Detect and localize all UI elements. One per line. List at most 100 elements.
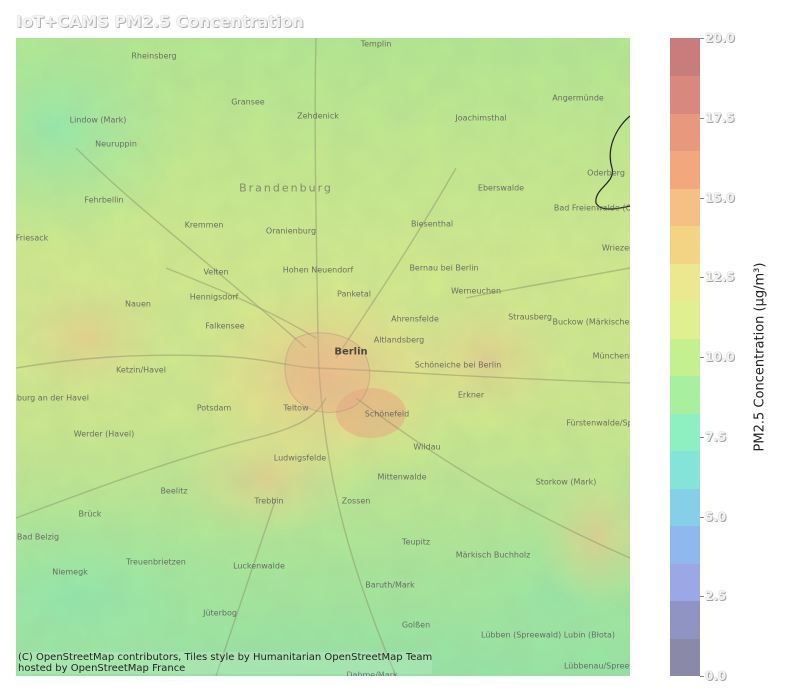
- colorbar-segment: [670, 375, 700, 414]
- colorbar-tick-mark: [700, 516, 704, 518]
- colorbar-tick-label: 2.5: [705, 589, 727, 604]
- colorbar-tick-label: 5.0: [705, 509, 727, 524]
- colorbar-segment: [670, 413, 700, 452]
- place-label: Brandenburg an der Havel: [16, 393, 89, 403]
- colorbar-segment: [670, 113, 700, 152]
- colorbar-segment: [670, 263, 700, 302]
- place-label: Dahme/Mark: [346, 670, 398, 677]
- colorbar-segment: [670, 188, 700, 227]
- place-label: Velten: [203, 267, 229, 277]
- place-label: Hohen Neuendorf: [282, 265, 354, 275]
- place-label: Eberswalde: [477, 183, 525, 193]
- place-label: Bernau bei Berlin: [409, 263, 479, 273]
- colorbar-segment: [670, 38, 700, 77]
- place-label: Golßen: [401, 620, 431, 630]
- colorbar-tick-mark: [700, 357, 704, 358]
- map-title: IoT+CAMS PM2.5 Concentration: [16, 12, 304, 31]
- place-label: Wriezen: [601, 243, 630, 253]
- place-label: Biesenthal: [410, 219, 454, 229]
- place-label: Beelitz: [160, 486, 188, 496]
- place-label: Werder (Havel): [73, 429, 135, 439]
- colorbar-label: PM2.5 Concentration (µg/m³): [752, 262, 768, 452]
- colorbar-tick-mark: [700, 676, 704, 677]
- place-label: Falkensee: [205, 321, 245, 331]
- attribution-line: (C) OpenStreetMap contributors, Tiles st…: [18, 652, 433, 663]
- place-label: Ludwigsfelde: [273, 453, 327, 463]
- place-label: Panketal: [337, 289, 371, 299]
- place-label: Zossen: [341, 496, 371, 506]
- place-label: Luckenwalde: [233, 561, 285, 571]
- place-label: Jüterbog: [203, 608, 237, 618]
- place-label: Joachimsthal: [455, 113, 507, 123]
- colorbar-segment: [670, 488, 700, 527]
- place-label: Angermünde: [552, 93, 604, 103]
- place-label: Altlandsberg: [373, 335, 425, 345]
- place-label: Erkner: [457, 390, 485, 400]
- place-label: Märkisch Buchholz: [455, 550, 531, 560]
- concentration-overlay: [16, 38, 630, 676]
- colorbar-tick-mark: [700, 38, 704, 39]
- place-label: Oranienburg: [265, 226, 317, 236]
- place-label: Brück: [78, 509, 102, 519]
- place-label: Fehrbellin: [84, 195, 124, 205]
- place-label: Zehdenick: [297, 111, 339, 121]
- place-label: Rheinsberg: [131, 51, 177, 61]
- colorbar-tick-mark: [700, 117, 704, 119]
- place-label: Nauen: [125, 299, 151, 309]
- colorbar-segment: [670, 75, 700, 114]
- colorbar-tick-label: 20.0: [705, 31, 735, 45]
- place-label: Oderberg: [587, 168, 625, 178]
- colorbar-segment: [670, 450, 700, 489]
- colorbar-tick-mark: [700, 197, 704, 199]
- place-label: Teupitz: [401, 537, 431, 547]
- place-label: Wildau: [413, 442, 441, 452]
- place-label: Ahrensfelde: [391, 314, 439, 324]
- place-label: Mittenwalde: [377, 472, 427, 482]
- place-label: Lindow (Mark): [69, 115, 127, 125]
- place-label: Lübbenau/Spreewald: [563, 661, 630, 671]
- colorbar: [670, 38, 700, 677]
- place-label: Gransee: [231, 97, 265, 107]
- place-label: Schöneiche bei Berlin: [414, 360, 502, 370]
- map-view[interactable]: Templin Rheinsberg Gransee Zehdenick Angermü…: [16, 38, 630, 676]
- place-label: Bad Belzig: [16, 532, 60, 542]
- colorbar-tick-mark: [700, 436, 704, 438]
- place-label: Berlin: [334, 346, 368, 358]
- colorbar-tick-label: 0.0: [705, 669, 727, 683]
- place-label: Fürstenwalde/Spree: [566, 418, 630, 428]
- colorbar-segment: [670, 150, 700, 189]
- attribution-line: hosted by OpenStreetMap France: [18, 663, 186, 674]
- place-label: Storkow (Mark): [535, 477, 597, 487]
- place-label: Baruth/Mark: [365, 580, 415, 590]
- colorbar-segment: [670, 525, 700, 564]
- colorbar-segment: [670, 563, 700, 602]
- place-label: Lübben (Spreewald) Lubin (Błota): [481, 630, 615, 640]
- colorbar-segment: [670, 638, 700, 677]
- place-label: Potsdam: [196, 403, 232, 413]
- colorbar-tick-label: 10.0: [705, 350, 735, 364]
- place-label: Bad Freienwalde (Oder): [553, 203, 630, 213]
- place-label: Teltow: [283, 403, 309, 413]
- place-label: Münchenberg: [592, 351, 630, 361]
- place-label: Niemegk: [52, 567, 88, 577]
- place-label: Brandenburg: [239, 181, 333, 195]
- colorbar-segment: [670, 300, 700, 339]
- place-label: Kremmen: [184, 220, 224, 230]
- colorbar-tick-label: 17.5: [705, 110, 735, 125]
- colorbar-tick-mark: [700, 277, 704, 279]
- place-label: Templin: [360, 39, 392, 49]
- place-label: Treuenbrietzen: [126, 557, 186, 567]
- place-label: Strausberg: [508, 312, 552, 322]
- place-label: Hennigsdorf: [189, 292, 239, 302]
- colorbar-segment: [670, 225, 700, 264]
- colorbar-segment: [670, 600, 700, 639]
- place-label: Ketzin/Havel: [116, 365, 166, 375]
- place-label: Schönefeld: [364, 409, 410, 419]
- place-label: Buckow (Märkische Schweiz): [552, 317, 630, 327]
- place-label: Friesack: [16, 233, 49, 243]
- colorbar-tick-label: 12.5: [705, 270, 735, 285]
- colorbar-tick-label: 7.5: [705, 429, 727, 444]
- place-label: Werneuchen: [450, 286, 502, 296]
- colorbar-segment: [670, 338, 700, 377]
- colorbar-tick-label: 15.0: [705, 190, 735, 205]
